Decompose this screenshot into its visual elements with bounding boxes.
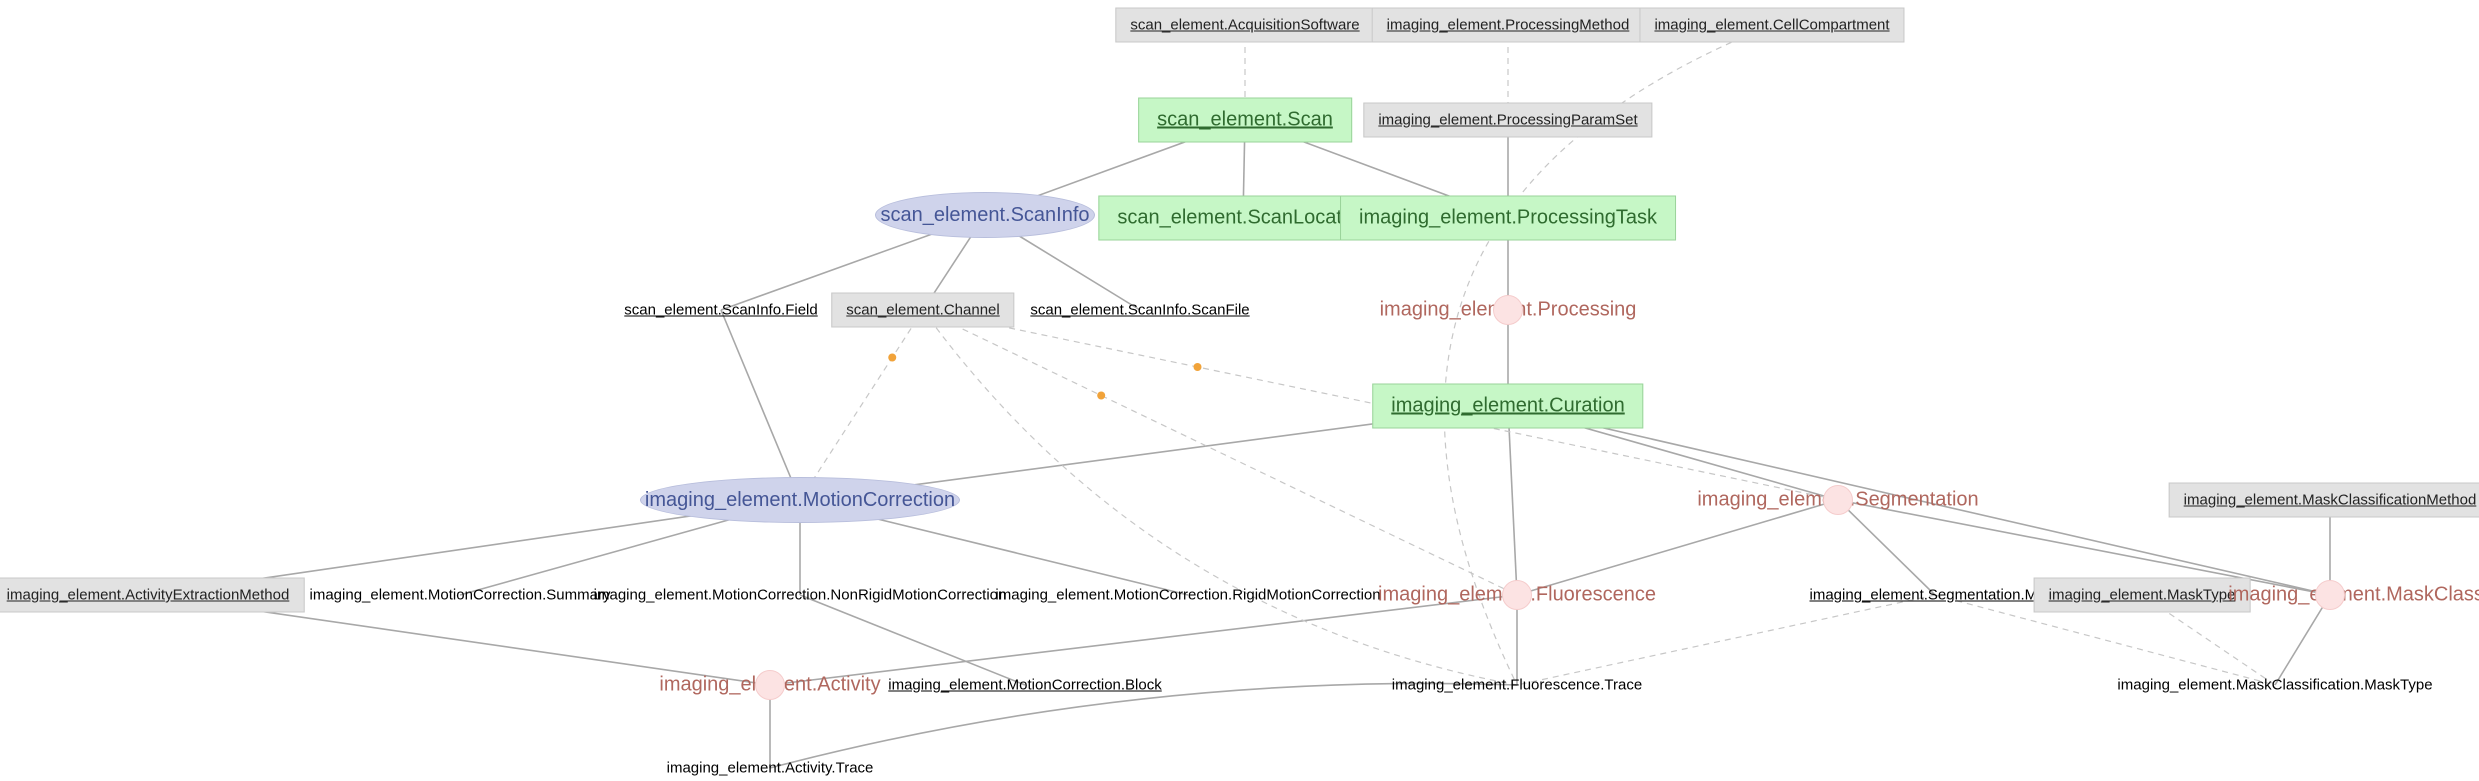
node-label[interactable]: scan_element.AcquisitionSoftware [1130, 17, 1359, 34]
node-label: imaging_element.MotionCorrection.Block [888, 677, 1161, 694]
edge [923, 310, 1517, 595]
edge [800, 310, 923, 500]
node-fluo[interactable] [1502, 580, 1532, 610]
node-maskCls[interactable] [2315, 580, 2345, 610]
node-label[interactable]: imaging_element.MaskClassificationMethod [2184, 492, 2477, 509]
edge [2275, 595, 2330, 685]
node-label[interactable]: scan_element.Channel [846, 302, 999, 319]
node-siField: scan_element.ScanInfo.Field [624, 302, 817, 319]
node-label: imaging_element.Segmentation.Mask [1810, 587, 2061, 604]
node-label[interactable]: scan_element.ScanLocation [1117, 207, 1368, 230]
node-maskType[interactable]: imaging_element.MaskType [2034, 578, 2251, 613]
node-mcNR: imaging_element.MotionCorrection.NonRigi… [594, 587, 1007, 604]
node-actExtM[interactable]: imaging_element.ActivityExtractionMethod [0, 578, 304, 613]
node-channel[interactable]: scan_element.Channel [831, 293, 1014, 328]
node-activity[interactable] [755, 670, 785, 700]
node-label[interactable]: imaging_element.ProcessingMethod [1387, 17, 1630, 34]
edge [800, 595, 1025, 685]
edge [1517, 500, 1838, 595]
node-mcMT: imaging_element.MaskClassification.MaskT… [2117, 677, 2432, 694]
node-label: scan_element.ScanInfo.Field [624, 302, 817, 319]
node-label: imaging_element.MotionCorrection.RigidMo… [995, 587, 1380, 604]
edge-connector-dot [1194, 363, 1202, 371]
node-seg[interactable] [1823, 485, 1853, 515]
node-label: imaging_element.MaskClassification [2228, 584, 2479, 607]
node-label: scan_element.ScanInfo [880, 204, 1089, 227]
edge-connector-dot [888, 354, 896, 362]
node-mcSum: imaging_element.MotionCorrection.Summary [310, 587, 611, 604]
node-fluoTr: imaging_element.Fluorescence.Trace [1392, 677, 1642, 694]
node-mcBlock: imaging_element.MotionCorrection.Block [888, 677, 1161, 694]
node-label: imaging_element.Activity.Trace [667, 760, 874, 777]
node-label: imaging_element.MaskClassification.MaskT… [2117, 677, 2432, 694]
node-label[interactable]: imaging_element.ActivityExtractionMethod [7, 587, 290, 604]
node-scan[interactable]: scan_element.Scan [1138, 98, 1352, 143]
edge [1517, 595, 1935, 685]
node-acqSoft[interactable]: scan_element.AcquisitionSoftware [1115, 8, 1374, 43]
edge [721, 310, 800, 500]
edge [1508, 406, 1517, 595]
node-label: imaging_element.MotionCorrection.NonRigi… [594, 587, 1007, 604]
node-label[interactable]: imaging_element.Curation [1391, 395, 1624, 418]
node-curation[interactable]: imaging_element.Curation [1372, 384, 1643, 429]
node-siFile: scan_element.ScanInfo.ScanFile [1030, 302, 1249, 319]
node-motCorr[interactable]: imaging_element.MotionCorrection [640, 477, 960, 523]
edge [1838, 500, 1935, 595]
node-segMask: imaging_element.Segmentation.Mask [1810, 587, 2061, 604]
node-label: imaging_element.MotionCorrection [645, 489, 955, 512]
node-label[interactable]: imaging_element.MaskType [2049, 587, 2236, 604]
node-label: scan_element.ScanInfo.ScanFile [1030, 302, 1249, 319]
edge-connector-dot [1097, 392, 1105, 400]
node-label[interactable]: imaging_element.ProcessingTask [1359, 207, 1657, 230]
edge [770, 683, 1517, 768]
edge [770, 595, 1517, 685]
node-label: imaging_element.Fluorescence.Trace [1392, 677, 1642, 694]
node-cellComp[interactable]: imaging_element.CellCompartment [1639, 8, 1904, 43]
node-procMeth[interactable]: imaging_element.ProcessingMethod [1372, 8, 1645, 43]
node-procTask[interactable]: imaging_element.ProcessingTask [1340, 196, 1676, 241]
node-label[interactable]: scan_element.Scan [1157, 109, 1333, 132]
node-label[interactable]: imaging_element.ProcessingParamSet [1378, 112, 1637, 129]
node-label: imaging_element.MotionCorrection.Summary [310, 587, 611, 604]
node-proc[interactable] [1493, 295, 1523, 325]
node-scanInfo[interactable]: scan_element.ScanInfo [875, 192, 1095, 238]
node-mcR: imaging_element.MotionCorrection.RigidMo… [995, 587, 1380, 604]
node-paramSet[interactable]: imaging_element.ProcessingParamSet [1363, 103, 1652, 138]
node-label[interactable]: imaging_element.CellCompartment [1654, 17, 1889, 34]
node-actTr: imaging_element.Activity.Trace [667, 760, 874, 777]
node-maskClsM[interactable]: imaging_element.MaskClassificationMethod [2169, 483, 2479, 518]
edge [923, 310, 1517, 685]
